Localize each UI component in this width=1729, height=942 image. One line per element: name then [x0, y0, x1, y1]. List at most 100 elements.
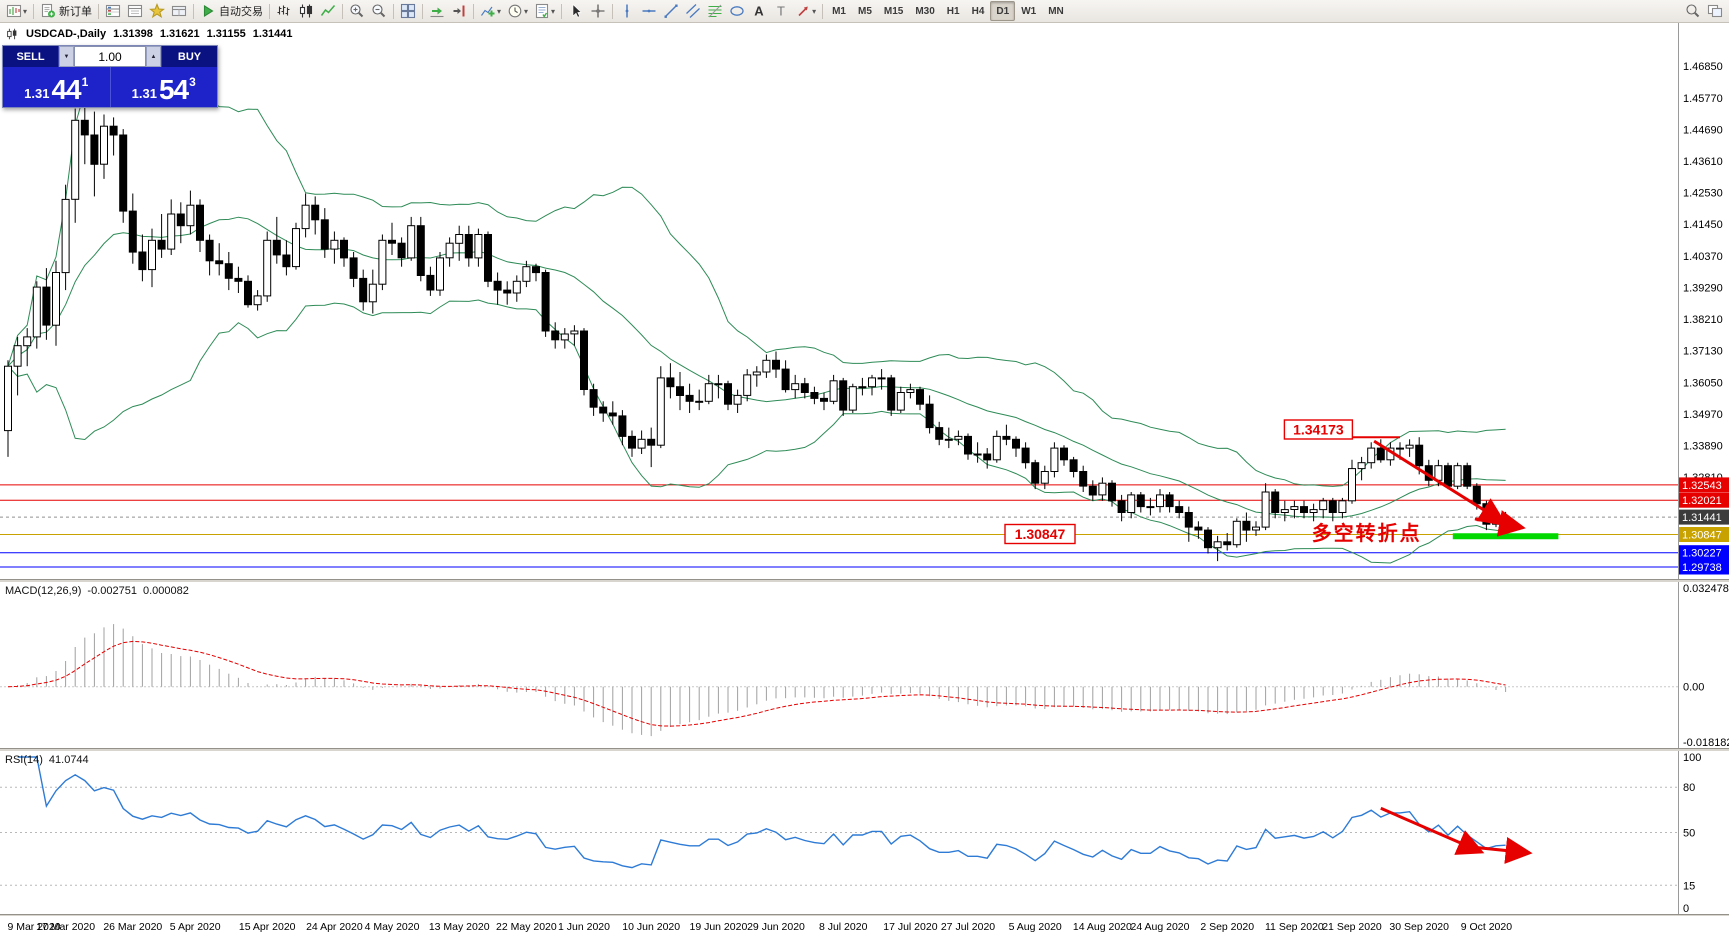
- shapes-button[interactable]: [726, 1, 748, 21]
- sell-price-prefix: 1.31: [24, 86, 50, 101]
- candle-body: [781, 368, 790, 391]
- volume-down-button[interactable]: ▼: [59, 46, 74, 67]
- candle-body: [1319, 500, 1328, 511]
- layouts-icon: [1707, 4, 1723, 18]
- timeframe-M15[interactable]: M15: [883, 5, 904, 17]
- trend-arrow[interactable]: [1373, 439, 1507, 524]
- trend-arrow[interactable]: [1474, 510, 1526, 537]
- rsi-trend-arrow[interactable]: [1380, 806, 1485, 855]
- label-button[interactable]: T: [770, 1, 792, 21]
- new-order-button[interactable]: 新订单: [37, 1, 95, 21]
- svg-text:T: T: [777, 4, 785, 19]
- text-button[interactable]: A: [748, 1, 770, 21]
- candle-body: [1088, 485, 1097, 496]
- volume-up-button[interactable]: ▲: [146, 46, 161, 67]
- candle-body: [599, 406, 608, 414]
- templates-button[interactable]: ▾: [531, 1, 558, 21]
- timeframe-D1[interactable]: D1: [990, 1, 1016, 21]
- vertical-line-button[interactable]: [616, 1, 638, 21]
- crosshair-button[interactable]: [587, 1, 609, 21]
- candle-body: [4, 365, 12, 432]
- cursor-button[interactable]: [565, 1, 587, 21]
- chart-window-button[interactable]: ▾: [3, 1, 30, 21]
- date-axis-label: 17 Mar 2020: [36, 921, 96, 933]
- candle-body: [1271, 491, 1280, 513]
- timeframe-H4[interactable]: H4: [971, 5, 985, 17]
- buy-price-display[interactable]: 1.31 54 3: [111, 67, 218, 107]
- volume-up-icon: ▲: [150, 53, 157, 60]
- dropdown-arrow-icon: ▾: [812, 6, 817, 16]
- sell-price-display[interactable]: 1.31 44 1: [3, 67, 110, 107]
- macd-chart[interactable]: 0.032478 0.00 -0.018182: [0, 582, 1729, 748]
- peak-price-callout[interactable]: [1283, 419, 1354, 440]
- date-axis-label: 5 Apr 2020: [169, 921, 221, 933]
- navigator-button[interactable]: [146, 1, 168, 21]
- candle-body: [964, 435, 972, 455]
- date-axis-label: 8 Jul 2020: [818, 921, 868, 933]
- volume-input[interactable]: [74, 46, 146, 67]
- timeframe-M5[interactable]: M5: [857, 5, 872, 17]
- toolbar-separator: [822, 3, 824, 19]
- candle-body: [589, 389, 598, 408]
- buy-button[interactable]: BUY: [161, 46, 217, 67]
- support-price-callout[interactable]: [1004, 523, 1076, 545]
- candle-body: [196, 204, 204, 241]
- bar-chart-button[interactable]: [273, 1, 295, 21]
- main-price-chart[interactable]: 1.34173 1.30847 多空转折点 1.46850 1.45770 1.44690…: [0, 22, 1729, 579]
- candle-body: [282, 254, 291, 268]
- data-window-button[interactable]: [124, 1, 146, 21]
- chart-shift-button[interactable]: [448, 1, 470, 21]
- candle-body: [1108, 482, 1116, 502]
- price-axis-label: 1.40370: [1683, 251, 1723, 263]
- equidistant-channel-button[interactable]: [682, 1, 704, 21]
- indicators-button[interactable]: ▾: [477, 1, 504, 21]
- macd-axis-label: 0.032478: [1683, 583, 1729, 595]
- periods-button[interactable]: ▾: [504, 1, 531, 21]
- text-icon: A: [754, 4, 764, 19]
- macd-name: MACD(12,26,9): [5, 585, 82, 597]
- timeframe-M30[interactable]: M30: [915, 5, 935, 17]
- sell-button[interactable]: SELL: [3, 46, 59, 67]
- auto-scroll-button[interactable]: [426, 1, 448, 21]
- candle-body: [1472, 485, 1481, 505]
- timeframe-MN[interactable]: MN: [1048, 5, 1064, 17]
- date-axis-label: 17 Jul 2020: [883, 921, 938, 933]
- date-axis-label: 24 Apr 2020: [306, 921, 363, 933]
- trendline-button[interactable]: [660, 1, 682, 21]
- horizontal-line-button[interactable]: [638, 1, 660, 21]
- zoom-out-button[interactable]: [368, 1, 390, 21]
- timeframe-H1[interactable]: H1: [946, 5, 960, 17]
- rsi-chart[interactable]: 100 80 50 15 0: [0, 751, 1729, 914]
- panel-splitter[interactable]: [0, 914, 1729, 916]
- toolbar: ▾ 新订单 自动交易 ▾ ▾ ▾ A T ▾ M1 M5 M15 M30 H1 H4 D1 W1 MN: [0, 0, 1729, 23]
- rsi-trend-arrow[interactable]: [1462, 837, 1533, 864]
- tile-windows-button[interactable]: [397, 1, 419, 21]
- arrows-button[interactable]: ▾: [792, 1, 819, 21]
- zoom-in-button[interactable]: [346, 1, 368, 21]
- candle-body: [820, 397, 828, 402]
- date-axis[interactable]: 9 Mar 2020 17 Mar 2020 26 Mar 2020 5 Apr 20…: [0, 916, 1729, 942]
- timeframe-W1[interactable]: W1: [1021, 5, 1037, 17]
- layouts-button[interactable]: [1704, 1, 1726, 21]
- toolbar-separator: [193, 3, 195, 19]
- line-chart-button[interactable]: [317, 1, 339, 21]
- market-watch-button[interactable]: [102, 1, 124, 21]
- auto-trading-button[interactable]: 自动交易: [197, 1, 266, 21]
- candle-body: [215, 260, 224, 265]
- candle-body: [1290, 506, 1299, 511]
- candle-body: [916, 389, 924, 405]
- panel-splitter[interactable]: [0, 748, 1729, 751]
- date-axis-label: 2 Sep 2020: [1200, 921, 1255, 933]
- candle-body: [570, 330, 579, 335]
- search-button[interactable]: [1682, 1, 1704, 21]
- cursor-icon: [572, 3, 582, 18]
- date-axis-label: 21 Sep 2020: [1322, 921, 1382, 933]
- rsi-axis-label: 100: [1683, 752, 1701, 764]
- panel-splitter[interactable]: [0, 579, 1729, 582]
- candle-chart-button[interactable]: [295, 1, 317, 21]
- macd-signal-line: [7, 640, 1506, 727]
- fibonacci-button[interactable]: [704, 1, 726, 21]
- timeframe-M1[interactable]: M1: [832, 5, 846, 17]
- candle-body: [32, 286, 41, 338]
- terminal-box-button[interactable]: [168, 1, 190, 21]
